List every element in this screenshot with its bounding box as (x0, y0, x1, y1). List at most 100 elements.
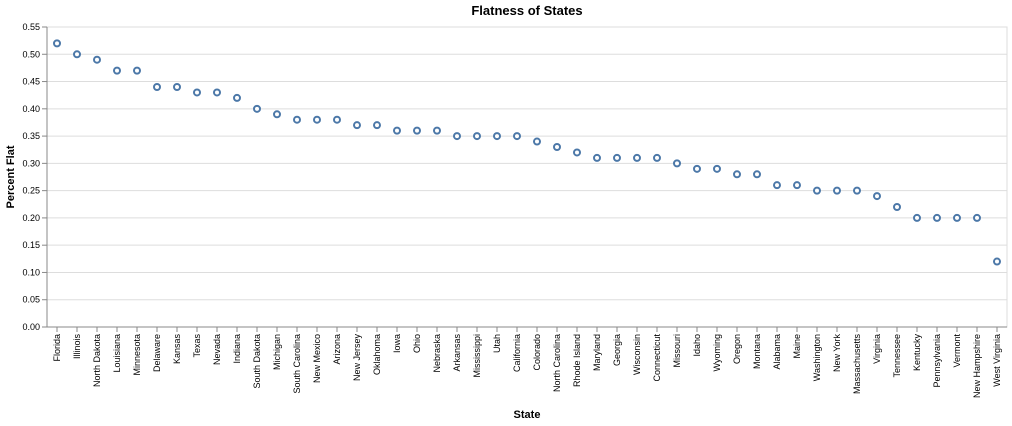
plot-area: 0.00 0.05 0.10 0.15 0.20 0.25 0.30 0.35 0.40 0.45… (22, 22, 1008, 398)
data-point (833, 186, 841, 195)
y-tick-label: 0.35 (22, 131, 40, 141)
y-tick-label: 0.20 (22, 213, 40, 223)
x-axis-title: State (514, 409, 541, 421)
data-point (613, 153, 621, 162)
x-tick-label: Delaware (152, 334, 162, 372)
x-tick-label: Arkansas (452, 334, 462, 372)
y-tick-label: 0.25 (22, 186, 40, 196)
x-tick-label: Illinois (72, 334, 82, 360)
data-point (653, 153, 661, 162)
data-point (813, 186, 821, 195)
x-tick-label: Missouri (672, 334, 682, 368)
y-tick-label: 0.10 (22, 267, 40, 277)
plot-frame (46, 26, 1008, 328)
data-point (153, 83, 161, 91)
data-point (573, 148, 581, 157)
data-point (473, 132, 481, 141)
x-tick-label: Montana (752, 334, 762, 369)
data-point (513, 132, 521, 141)
data-point (173, 83, 181, 91)
x-tick-label: Vermont (952, 334, 962, 368)
y-axis-title: Percent Flat (5, 145, 17, 208)
x-tick-label: Iowa (392, 334, 402, 353)
x-tick-label: Colorado (532, 334, 542, 371)
x-tick-label: Utah (492, 334, 502, 353)
data-point (873, 192, 881, 201)
y-tick-label: 0.30 (22, 158, 40, 168)
data-point (433, 126, 441, 135)
y-tick-label: 0.00 (22, 322, 40, 332)
data-point (133, 66, 141, 75)
x-tick-label: Maine (792, 334, 802, 359)
x-tick-label: Indiana (232, 334, 242, 364)
y-tick-label: 0.40 (22, 104, 40, 114)
x-tick-label: New Mexico (312, 334, 322, 383)
y-tick-label: 0.05 (22, 295, 40, 305)
y-tick-label: 0.15 (22, 240, 40, 250)
x-tick-label: Ohio (412, 334, 422, 353)
x-tick-label: North Carolina (552, 334, 562, 392)
data-point (933, 213, 941, 222)
data-point (253, 104, 261, 113)
data-point (853, 186, 861, 195)
x-tick-label: South Carolina (292, 334, 302, 394)
x-tick-label: Idaho (692, 334, 702, 357)
x-tick-label: Arizona (332, 334, 342, 365)
x-tick-label: Mississippi (472, 334, 482, 378)
x-tick-label: Louisiana (112, 334, 122, 373)
x-tick-label: Minnesota (132, 334, 142, 376)
data-point (53, 39, 61, 48)
data-point (453, 132, 461, 141)
x-tick-label: Rhode Island (572, 334, 582, 387)
x-tick-label: Maryland (592, 334, 602, 371)
data-point (693, 164, 701, 173)
data-point (93, 55, 101, 64)
data-point (213, 88, 221, 97)
x-tick-label: New Hampshire (972, 334, 982, 398)
data-point (353, 121, 361, 130)
x-tick-label: Alabama (772, 334, 782, 370)
data-point (373, 121, 381, 130)
data-point (733, 170, 741, 179)
x-tick-label: Nebraska (432, 334, 442, 373)
x-tick-label: Michigan (272, 334, 282, 370)
data-point (913, 213, 921, 222)
y-tick-label: 0.50 (22, 49, 40, 59)
x-tick-label: Washington (812, 334, 822, 381)
data-point (713, 164, 721, 173)
data-point (233, 93, 241, 102)
data-point (113, 66, 121, 75)
data-point (533, 137, 541, 146)
x-tick-label: Kentucky (912, 334, 922, 372)
x-tick-label: New York (832, 334, 842, 373)
x-tick-label: Wisconsin (632, 334, 642, 375)
x-tick-label: Tennessee (892, 334, 902, 378)
data-point (393, 126, 401, 135)
data-point (193, 88, 201, 97)
x-tick-label: Connecticut (652, 334, 662, 382)
x-tick-label: Oklahoma (372, 334, 382, 375)
x-tick-label: Virginia (872, 334, 882, 364)
data-point (773, 181, 781, 190)
data-point (73, 50, 81, 59)
data-point (993, 257, 1001, 266)
data-point (333, 115, 341, 124)
data-point (313, 115, 321, 124)
data-point (293, 115, 301, 124)
data-point (953, 213, 961, 222)
data-point (753, 170, 761, 179)
data-point (973, 213, 981, 222)
data-point (553, 143, 561, 151)
y-tick-label: 0.45 (22, 77, 40, 87)
x-tick-label: Massachusetts (852, 334, 862, 395)
x-tick-label: New Jersey (352, 334, 362, 382)
x-tick-label: Georgia (612, 334, 622, 366)
y-tick-label: 0.55 (22, 22, 40, 32)
data-point (493, 132, 501, 141)
x-tick-label: Oregon (732, 334, 742, 364)
x-tick-label: Florida (52, 334, 62, 362)
data-point (593, 153, 601, 162)
data-point (893, 203, 901, 211)
x-tick-label: California (512, 334, 522, 372)
